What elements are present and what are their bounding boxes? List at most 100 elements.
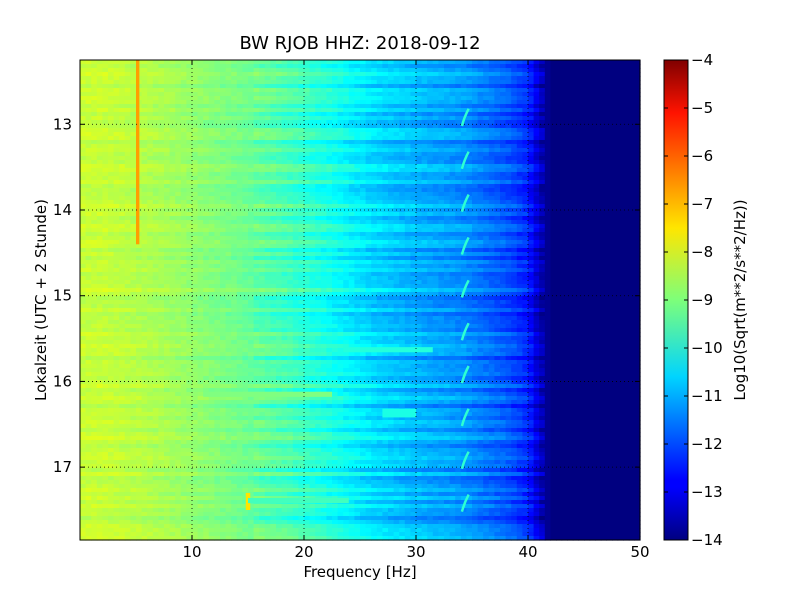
heatmap-cell [410, 136, 417, 141]
heatmap-cell [623, 176, 630, 181]
heatmap-cell [287, 224, 294, 229]
heatmap-cell [634, 176, 641, 181]
heatmap-cell [483, 112, 490, 117]
heatmap-cell [242, 228, 249, 233]
heatmap-cell [130, 112, 137, 117]
heatmap-cell [292, 220, 299, 225]
heatmap-cell [612, 156, 619, 161]
heatmap-cell [225, 164, 232, 169]
heatmap-cell [80, 244, 87, 249]
heatmap-cell [348, 220, 355, 225]
heatmap-cell [634, 216, 641, 221]
heatmap-cell [124, 196, 131, 201]
heatmap-cell [388, 140, 395, 145]
heatmap-cell [220, 240, 227, 245]
heatmap-cell [505, 76, 512, 81]
heatmap-cell [634, 188, 641, 193]
heatmap-cell [483, 184, 490, 189]
heatmap-cell [332, 116, 339, 121]
heatmap-cell [628, 148, 635, 153]
heatmap-cell [410, 132, 417, 137]
heatmap-cell [556, 188, 563, 193]
heatmap-cell [287, 252, 294, 257]
heatmap-cell [96, 172, 103, 177]
heatmap-cell [432, 72, 439, 77]
heatmap-cell [444, 76, 451, 81]
heatmap-cell [561, 108, 568, 113]
heatmap-cell [214, 136, 221, 141]
heatmap-cell [561, 68, 568, 73]
heatmap-cell [634, 128, 641, 133]
heatmap-cell [354, 124, 361, 129]
heatmap-cell [460, 240, 467, 245]
heatmap-cell [281, 228, 288, 233]
heatmap-cell [393, 100, 400, 105]
heatmap-cell [360, 108, 367, 113]
heatmap-cell [108, 72, 115, 77]
heatmap-cell [634, 240, 641, 245]
heatmap-cell [612, 72, 619, 77]
heatmap-cell [242, 96, 249, 101]
heatmap-cell [231, 64, 238, 69]
heatmap-cell [528, 256, 535, 261]
heatmap-cell [567, 92, 574, 97]
heatmap-cell [376, 116, 383, 121]
heatmap-cell [477, 188, 484, 193]
heatmap-cell [164, 180, 171, 185]
heatmap-cell [298, 180, 305, 185]
heatmap-cell [578, 240, 585, 245]
heatmap-cell [472, 156, 479, 161]
heatmap-cell [320, 120, 327, 125]
heatmap-cell [130, 124, 137, 129]
heatmap-cell [444, 164, 451, 169]
heatmap-cell [382, 68, 389, 73]
heatmap-cell [416, 140, 423, 145]
heatmap-cell [449, 76, 456, 81]
heatmap-cell [192, 212, 199, 217]
heatmap-cell [416, 84, 423, 89]
heatmap-cell [326, 244, 333, 249]
heatmap-cell [113, 88, 120, 93]
heatmap-cell [472, 80, 479, 85]
heatmap-cell [595, 252, 602, 257]
heatmap-cell [91, 204, 98, 209]
heatmap-cell [287, 108, 294, 113]
heatmap-cell [343, 180, 350, 185]
heatmap-cell [572, 168, 579, 173]
heatmap-cell [365, 80, 372, 85]
heatmap-cell [628, 232, 635, 237]
heatmap-cell [108, 64, 115, 69]
heatmap-cell [617, 132, 624, 137]
heatmap-cell [432, 252, 439, 257]
heatmap-cell [220, 220, 227, 225]
heatmap-cell [528, 176, 535, 181]
heatmap-cell [180, 128, 187, 133]
heatmap-cell [617, 236, 624, 241]
heatmap-cell [186, 128, 193, 133]
heatmap-cell [208, 168, 215, 173]
heatmap-cell [584, 92, 591, 97]
heatmap-cell [332, 240, 339, 245]
heatmap-cell [438, 120, 445, 125]
heatmap-cell [348, 72, 355, 77]
heatmap-cell [158, 124, 165, 129]
heatmap-cell [416, 248, 423, 253]
heatmap-cell [623, 76, 630, 81]
heatmap-cell [264, 228, 271, 233]
heatmap-cell [606, 100, 613, 105]
heatmap-cell [455, 160, 462, 165]
heatmap-cell [432, 84, 439, 89]
heatmap-cell [113, 228, 120, 233]
heatmap-cell [158, 116, 165, 121]
heatmap-cell [488, 112, 495, 117]
heatmap-cell [164, 248, 171, 253]
heatmap-cell [589, 240, 596, 245]
heatmap-cell [354, 136, 361, 141]
heatmap-cell [292, 176, 299, 181]
heatmap-cell [404, 164, 411, 169]
heatmap-cell [595, 172, 602, 177]
heatmap-cell [578, 100, 585, 105]
heatmap-cell [85, 216, 92, 221]
heatmap-cell [488, 176, 495, 181]
heatmap-cell [281, 232, 288, 237]
